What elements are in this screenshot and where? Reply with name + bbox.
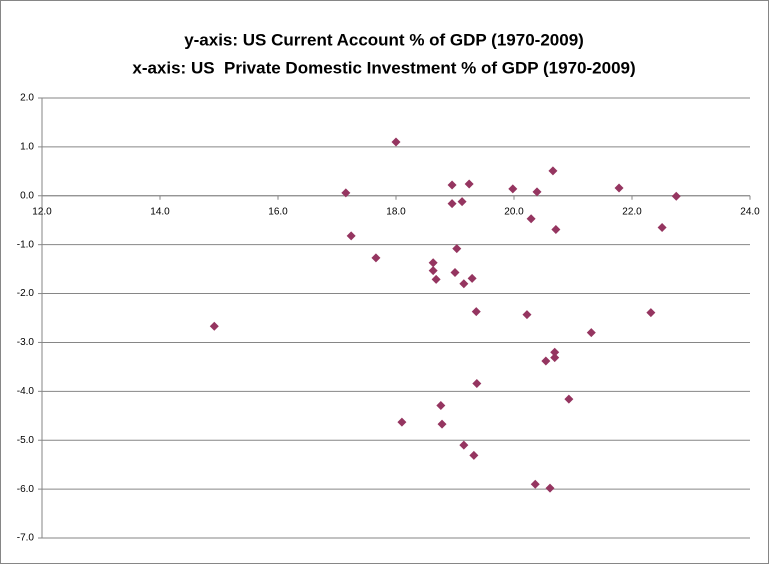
data-point	[450, 268, 460, 278]
data-point	[436, 401, 446, 411]
data-point	[346, 231, 356, 241]
data-point	[447, 199, 457, 209]
y-tick-label: -1.0	[17, 239, 35, 250]
data-point	[471, 307, 481, 317]
data-point	[447, 180, 457, 190]
y-tick-label: -3.0	[17, 337, 35, 348]
data-point	[437, 419, 447, 429]
data-point	[551, 225, 561, 235]
x-tick-label: 20.0	[504, 206, 524, 217]
data-point	[564, 394, 574, 404]
data-point	[391, 137, 401, 147]
data-point	[657, 223, 667, 233]
data-point	[530, 479, 540, 489]
data-point	[371, 253, 381, 263]
data-point	[209, 321, 219, 331]
data-point	[452, 244, 462, 254]
data-point	[428, 258, 438, 268]
data-point	[614, 183, 624, 193]
data-point	[541, 356, 551, 366]
data-point	[550, 353, 560, 363]
x-tick-label: 22.0	[622, 206, 642, 217]
data-point	[464, 179, 474, 189]
chart-subtitle: x-axis: US Private Domestic Investment %…	[132, 58, 635, 77]
data-point	[459, 440, 469, 450]
data-point	[428, 266, 438, 276]
y-tick-label: -6.0	[17, 484, 35, 495]
y-tick-label: 2.0	[20, 93, 34, 104]
y-tick-label: 0.0	[20, 190, 34, 201]
data-point	[467, 273, 477, 283]
x-tick-label: 24.0	[740, 206, 760, 217]
chart-title: y-axis: US Current Account % of GDP (197…	[184, 30, 584, 49]
y-tick-label: 1.0	[20, 142, 34, 153]
data-point	[469, 450, 479, 460]
data-point	[431, 274, 441, 284]
data-point	[341, 188, 351, 198]
y-tick-label: -4.0	[17, 386, 35, 397]
data-point	[671, 191, 681, 201]
y-tick-label: -7.0	[17, 533, 35, 544]
data-point	[550, 347, 560, 357]
x-tick-label: 16.0	[268, 206, 288, 217]
data-point	[548, 166, 558, 176]
y-tick-label: -2.0	[17, 288, 35, 299]
data-point	[457, 197, 467, 207]
data-point	[508, 184, 518, 194]
data-point	[586, 328, 596, 338]
data-point	[545, 483, 555, 493]
x-tick-label: 18.0	[386, 206, 406, 217]
data-point	[526, 214, 536, 224]
y-tick-label: -5.0	[17, 435, 35, 446]
x-tick-label: 14.0	[150, 206, 170, 217]
data-point	[522, 310, 532, 320]
x-tick-label: 12.0	[32, 206, 52, 217]
data-point	[472, 379, 482, 389]
data-point	[532, 187, 542, 197]
data-point	[397, 417, 407, 427]
data-point	[459, 279, 469, 289]
data-point	[646, 308, 656, 318]
